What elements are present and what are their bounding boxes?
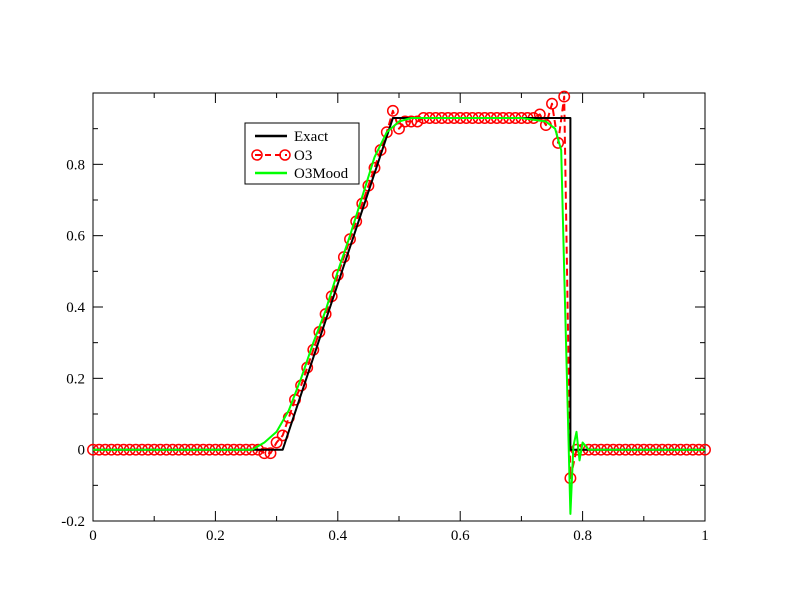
data-point xyxy=(533,108,546,121)
series-line-o3 xyxy=(93,95,705,480)
legend-label-o3: O3 xyxy=(294,148,312,164)
y-tick-label: 0 xyxy=(78,443,86,459)
series-layer xyxy=(87,90,711,515)
series-o3 xyxy=(87,90,711,485)
legend-marker-o3-right xyxy=(279,149,291,161)
x-tick-label: 0.8 xyxy=(573,528,592,544)
y-tick-label: 0.8 xyxy=(66,157,85,173)
series-line-o3mood xyxy=(93,117,705,515)
x-tick-label: 0.4 xyxy=(328,528,347,544)
data-point xyxy=(393,122,405,135)
data-point xyxy=(270,436,283,449)
y-tick-label: 0.6 xyxy=(66,229,85,245)
series-exact xyxy=(93,117,705,451)
data-point xyxy=(546,97,558,110)
data-point xyxy=(411,115,424,128)
series-line-exact xyxy=(93,117,705,451)
y-tick-label: 0.2 xyxy=(66,371,85,387)
legend-label-o3mood: O3Mood xyxy=(294,166,349,182)
x-tick-label: 0 xyxy=(89,528,97,544)
legend-label-exact: Exact xyxy=(294,129,329,145)
legend-marker-o3-left xyxy=(251,149,263,161)
y-tick-label: 0.4 xyxy=(66,300,85,316)
y-tick-label: -0.2 xyxy=(61,514,85,530)
data-point xyxy=(258,447,271,460)
data-point xyxy=(264,447,277,460)
series-o3mood xyxy=(93,117,705,515)
plot-frame xyxy=(92,92,706,522)
axis-ticks: 0 0.2 0.4 0.6 0.8 1-0.200.20.40.60.8 xyxy=(61,93,709,544)
data-point xyxy=(405,115,418,128)
data-point xyxy=(386,104,399,117)
data-point xyxy=(558,90,571,103)
x-tick-label: 1 xyxy=(701,528,709,544)
x-tick-label: 0.2 xyxy=(206,528,225,544)
x-tick-label: 0.6 xyxy=(451,528,470,544)
legend: Exact O3 O3Mood xyxy=(244,122,360,185)
